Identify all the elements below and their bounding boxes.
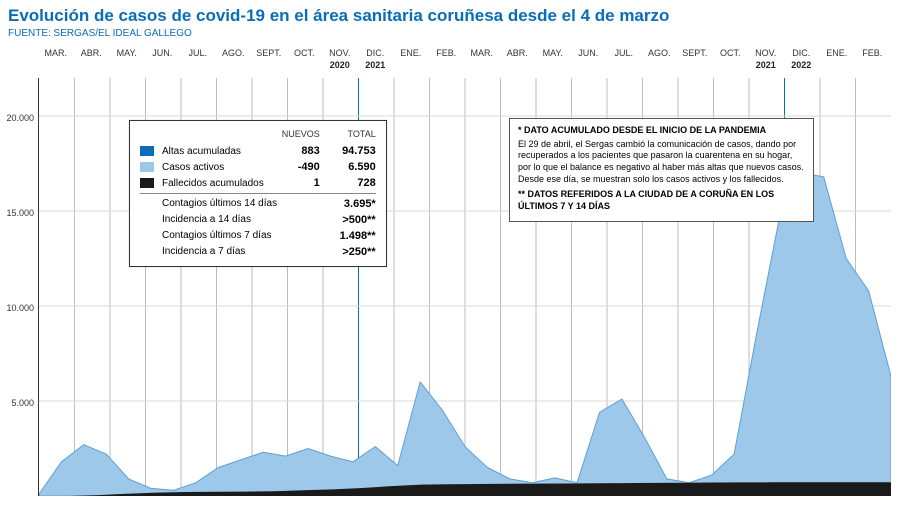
y-tick-label: 10.000 xyxy=(0,303,34,313)
legend-value: >500** xyxy=(304,214,376,226)
chart-area: NUEVOS TOTAL Altas acumuladas 883 94.753 Ca… xyxy=(38,48,890,496)
note-box: * DATO ACUMULADO DESDE EL INICIO DE LA P… xyxy=(509,118,814,222)
legend-row: Fallecidos acumulados 1 728 xyxy=(140,175,376,191)
legend-box: NUEVOS TOTAL Altas acumuladas 883 94.753 Ca… xyxy=(129,120,387,267)
legend-label: Fallecidos acumulados xyxy=(162,178,264,189)
legend-value: >250** xyxy=(304,246,376,258)
legend-value-nuevos: -490 xyxy=(268,161,320,173)
chart-source: FUENTE: SERGAS/EL IDEAL GALLEGO xyxy=(0,28,900,43)
note-head-2: ** DATOS REFERIDOS A LA CIUDAD DE A CORU… xyxy=(518,189,805,212)
legend-swatch xyxy=(140,178,154,188)
legend-value-nuevos: 883 xyxy=(268,145,320,157)
note-body-1: El 29 de abril, el Sergas cambió la comu… xyxy=(518,139,805,186)
legend-label: Incidencia a 14 días xyxy=(162,214,300,226)
legend-value-total: 728 xyxy=(324,177,376,189)
y-tick-label: 5.000 xyxy=(0,398,34,408)
legend-label: Incidencia a 7 días xyxy=(162,246,300,258)
legend-label: Altas acumuladas xyxy=(162,146,264,157)
legend-value: 1.498** xyxy=(304,230,376,242)
legend-swatch xyxy=(140,146,154,156)
legend-value-nuevos: 1 xyxy=(268,177,320,189)
legend-row: Incidencia a 14 días >500** xyxy=(140,212,376,228)
legend-row: Contagios últimos 14 días 3.695* xyxy=(140,196,376,212)
legend-col-total: TOTAL xyxy=(324,129,376,139)
y-tick-label: 20.000 xyxy=(0,113,34,123)
legend-col-nuevos: NUEVOS xyxy=(268,129,320,139)
legend-value: 3.695* xyxy=(304,198,376,210)
legend-swatch xyxy=(140,162,154,172)
y-axis: 5.000 10.000 15.000 20.000 xyxy=(0,50,38,496)
legend-label: Contagios últimos 7 días xyxy=(162,230,300,242)
legend-row: Casos activos -490 6.590 xyxy=(140,159,376,175)
legend-row: Altas acumuladas 883 94.753 xyxy=(140,143,376,159)
chart-title: Evolución de casos de covid-19 en el áre… xyxy=(0,0,900,28)
plot-area: NUEVOS TOTAL Altas acumuladas 883 94.753 Ca… xyxy=(38,78,890,496)
legend-value-total: 94.753 xyxy=(324,145,376,157)
legend-row: Contagios últimos 7 días 1.498** xyxy=(140,228,376,244)
legend-label: Contagios últimos 14 días xyxy=(162,198,300,210)
y-tick-label: 15.000 xyxy=(0,208,34,218)
legend-label: Casos activos xyxy=(162,162,264,173)
note-head-1: * DATO ACUMULADO DESDE EL INICIO DE LA P… xyxy=(518,125,805,137)
legend-value-total: 6.590 xyxy=(324,161,376,173)
legend-row: Incidencia a 7 días >250** xyxy=(140,244,376,260)
